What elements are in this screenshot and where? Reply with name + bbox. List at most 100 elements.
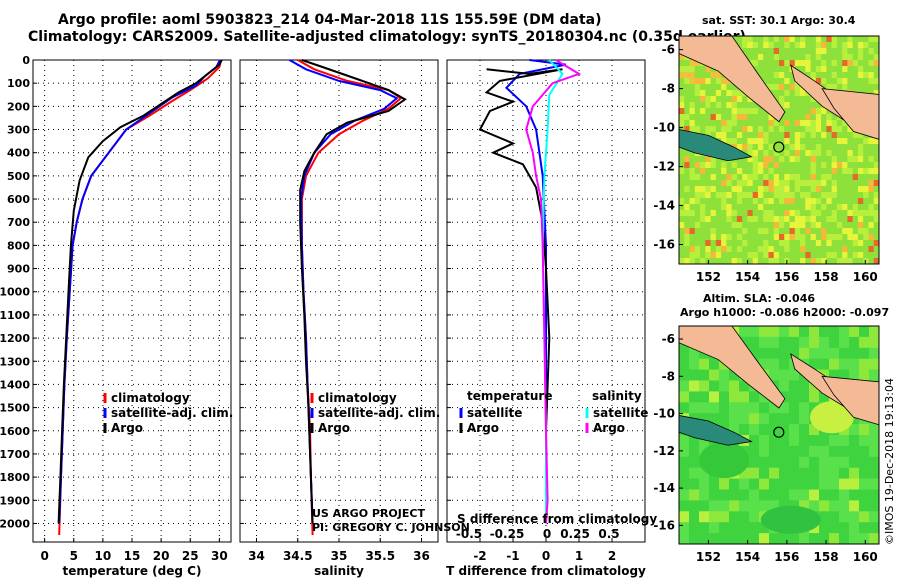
map-cell xyxy=(721,114,727,121)
map-cell xyxy=(831,120,838,127)
map-cell xyxy=(826,66,833,73)
map-cell xyxy=(689,380,700,392)
map-cell xyxy=(873,42,880,49)
ytick-label: 900 xyxy=(7,263,30,276)
map-cell xyxy=(779,54,785,61)
map-cell xyxy=(863,222,869,229)
map-cell xyxy=(726,138,733,145)
xtick-label: 2 xyxy=(608,549,616,563)
map-cell xyxy=(726,78,733,85)
map-cell xyxy=(721,204,727,211)
map-cell xyxy=(768,240,775,247)
map-cell xyxy=(773,84,780,91)
map-cell xyxy=(736,96,743,103)
map-cell xyxy=(731,234,738,241)
map-cell xyxy=(679,369,690,381)
map-cell xyxy=(819,478,830,490)
map-cell xyxy=(705,240,712,247)
map-cell xyxy=(869,358,880,371)
map-cell xyxy=(689,108,696,115)
map-cell xyxy=(810,150,817,157)
map-cell xyxy=(789,533,800,545)
map-cell xyxy=(805,36,812,43)
sst-map-title: sat. SST: 30.1 Argo: 30.4 xyxy=(702,14,856,27)
map-cell xyxy=(815,144,822,151)
map-cell xyxy=(873,174,880,181)
map-cell xyxy=(684,180,691,187)
map-cell xyxy=(794,162,801,169)
map-cell xyxy=(847,234,854,241)
map-cell xyxy=(863,216,869,223)
map-cell xyxy=(705,96,712,103)
map-cell xyxy=(689,258,696,265)
map-cell xyxy=(815,192,822,199)
map-cell xyxy=(847,246,854,253)
map-cell xyxy=(857,84,864,91)
map-cell xyxy=(815,222,822,229)
map-cell xyxy=(836,240,843,247)
map-cell xyxy=(715,180,722,187)
map-cell xyxy=(779,198,785,205)
map-cell xyxy=(747,222,754,229)
map-cell xyxy=(705,66,712,73)
map-cell xyxy=(759,336,770,349)
map-cell xyxy=(784,66,791,73)
map-cell xyxy=(815,228,822,235)
map-cell xyxy=(799,391,810,403)
map-cell xyxy=(784,90,791,97)
map-cell xyxy=(859,326,870,338)
map-cell xyxy=(742,126,748,133)
map-cell xyxy=(721,192,727,199)
map-cell xyxy=(679,258,685,265)
map-cell xyxy=(684,78,691,85)
map-cell xyxy=(769,456,780,469)
map-cell xyxy=(700,204,706,211)
map-cell xyxy=(742,156,748,163)
map-cell xyxy=(699,391,710,403)
map-cell xyxy=(800,108,806,115)
map-cell xyxy=(736,138,743,145)
map-cell xyxy=(842,138,848,145)
map-cell xyxy=(842,240,848,247)
map-cell xyxy=(829,326,840,338)
map-cell xyxy=(768,228,775,235)
ytick-label: 1100 xyxy=(0,309,30,322)
map-cell xyxy=(679,156,685,163)
map-cell xyxy=(757,210,764,217)
xtick-label: 1 xyxy=(575,549,583,563)
map-cell xyxy=(768,48,775,55)
map-cell xyxy=(715,168,722,175)
map-cell xyxy=(815,102,822,109)
map-cell xyxy=(779,180,785,187)
map-cell xyxy=(709,478,720,490)
map-cell xyxy=(700,156,706,163)
map-cell xyxy=(821,180,827,187)
map-cell xyxy=(794,252,801,259)
map-cell xyxy=(705,204,712,211)
map-cell xyxy=(847,180,854,187)
map-cell xyxy=(742,36,748,43)
map-cell xyxy=(784,84,791,91)
map-cell xyxy=(794,108,801,115)
map-cell xyxy=(873,36,880,43)
map-cell xyxy=(768,186,775,193)
map-cell xyxy=(710,210,717,217)
map-cell xyxy=(852,234,859,241)
map-cell xyxy=(749,467,760,480)
map-cell xyxy=(742,108,748,115)
map-cell xyxy=(769,413,780,425)
map-cell xyxy=(684,198,691,205)
map-xtick-label: 160 xyxy=(853,270,878,284)
map-cell xyxy=(736,234,743,241)
map-cell xyxy=(742,192,748,199)
map-cell xyxy=(747,36,754,43)
map-cell xyxy=(700,222,706,229)
map-cell xyxy=(699,369,710,381)
xtick-label: 20 xyxy=(153,549,170,563)
map-cell xyxy=(810,48,817,55)
map-cell xyxy=(819,435,830,447)
map-cell xyxy=(759,500,770,512)
map-cell xyxy=(819,456,830,469)
map-cell xyxy=(757,204,764,211)
map-cell xyxy=(842,252,848,259)
